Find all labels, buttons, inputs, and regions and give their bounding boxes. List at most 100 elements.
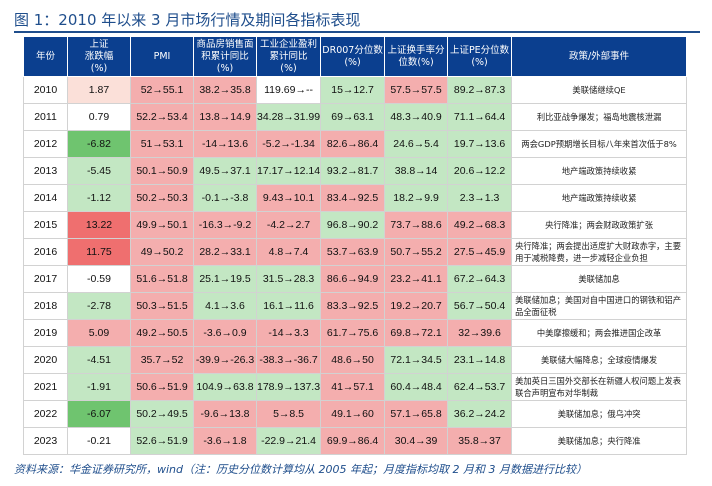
- industrial-profit-cell: -4.2→2.7: [255, 211, 322, 239]
- pmi-cell: 35.7→52: [130, 346, 194, 374]
- dr007-cell: 48.6→50: [320, 346, 386, 374]
- pe-cell: 2.3→1.3: [447, 184, 513, 212]
- year-cell: 2022: [23, 400, 68, 428]
- housing-sales-cell: -9.6→13.8: [193, 400, 257, 428]
- year-cell: 2020: [23, 346, 68, 374]
- sse-change-cell: 0.79: [67, 103, 131, 131]
- table-row: 2014 -1.12 50.2→50.3 -0.1→-3.8 9.43→10.1 83.4…: [23, 184, 688, 212]
- table-row: 2013 -5.45 50.1→50.9 49.5→37.1 17.17→12.14 93…: [23, 157, 688, 185]
- dr007-cell: 69→63.1: [320, 103, 386, 131]
- pmi-cell: 52.6→51.9: [130, 427, 194, 455]
- pmi-cell: 49.9→50.1: [130, 211, 194, 239]
- table-row: 2015 13.22 49.9→50.1 -16.3→-9.2 -4.2→2.7 96.8…: [23, 211, 688, 239]
- table-row: 2019 5.09 49.2→50.5 -3.6→0.9 -14→3.3 61.7→75.…: [23, 319, 688, 347]
- header-pmi: PMI: [130, 36, 194, 77]
- policy-event-cell: 美联储加息；俄乌冲突: [511, 400, 688, 428]
- dr007-cell: 53.7→63.9: [320, 238, 386, 266]
- housing-sales-cell: 38.2→35.8: [193, 76, 257, 104]
- table-row: 2011 0.79 52.2→53.4 13.8→14.9 34.28→31.99 69→…: [23, 103, 688, 131]
- dr007-cell: 49.1→60: [320, 400, 386, 428]
- policy-event-cell: 两会GDP预期增长目标八年来首次低于8%: [511, 130, 688, 158]
- pmi-cell: 50.1→50.9: [130, 157, 194, 185]
- table-row: 2012 -6.82 51→53.1 -14→13.6 -5.2→-1.34 82.6→8…: [23, 130, 688, 158]
- dr007-cell: 86.6→94.9: [320, 265, 386, 293]
- year-cell: 2016: [23, 238, 68, 266]
- year-cell: 2010: [23, 76, 68, 104]
- title-divider: [14, 31, 700, 33]
- dr007-cell: 15→12.7: [320, 76, 386, 104]
- year-cell: 2017: [23, 265, 68, 293]
- year-cell: 2021: [23, 373, 68, 401]
- pe-cell: 62.4→53.7: [447, 373, 513, 401]
- sse-change-cell: -6.07: [67, 400, 131, 428]
- header-sse-change: 上证 涨跌幅 (%): [67, 36, 131, 77]
- pe-cell: 20.6→12.2: [447, 157, 513, 185]
- housing-sales-cell: -0.1→-3.8: [193, 184, 257, 212]
- pe-cell: 23.1→14.8: [447, 346, 513, 374]
- housing-sales-cell: -3.6→0.9: [193, 319, 257, 347]
- table-row: 2018 -2.78 50.3→51.5 4.1→3.6 16.1→11.6 83.3→9…: [23, 292, 688, 320]
- industrial-profit-cell: -38.3→-36.7: [255, 346, 322, 374]
- industrial-profit-cell: 5→8.5: [255, 400, 322, 428]
- pe-cell: 36.2→24.2: [447, 400, 513, 428]
- policy-event-cell: 央行降准；两会财政政策扩张: [511, 211, 688, 239]
- industrial-profit-cell: 178.9→137.3: [255, 373, 322, 401]
- pmi-cell: 51.6→51.8: [130, 265, 194, 293]
- policy-event-cell: 美加英日三国外交部长在新疆人权问题上发表联合声明宣布对华制裁: [511, 373, 688, 401]
- housing-sales-cell: 25.1→19.5: [193, 265, 257, 293]
- turnover-cell: 19.2→20.7: [384, 292, 449, 320]
- year-cell: 2013: [23, 157, 68, 185]
- pe-cell: 71.1→64.4: [447, 103, 513, 131]
- industrial-profit-cell: -14→3.3: [255, 319, 322, 347]
- sse-change-cell: 5.09: [67, 319, 131, 347]
- pe-cell: 32→39.6: [447, 319, 513, 347]
- year-cell: 2018: [23, 292, 68, 320]
- industrial-profit-cell: 17.17→12.14: [255, 157, 322, 185]
- source-note: 资料来源：华金证券研究所，wind（注：历史分位数计算均从 2005 年起；月度…: [14, 463, 587, 476]
- dr007-cell: 83.3→92.5: [320, 292, 386, 320]
- pe-cell: 49.2→68.3: [447, 211, 513, 239]
- policy-event-cell: 地产端政策持续收紧: [511, 184, 688, 212]
- sse-change-cell: -5.45: [67, 157, 131, 185]
- market-indicator-table: 年份 上证 涨跌幅 (%) PMI 商品房销售面 积累计同比 (%) 工业企业盈利 累计同…: [23, 36, 688, 455]
- turnover-cell: 24.6→5.4: [384, 130, 449, 158]
- industrial-profit-cell: 34.28→31.99: [255, 103, 322, 131]
- policy-event-cell: 美联储继续QE: [511, 76, 688, 104]
- policy-event-cell: 美联储加息；央行降准: [511, 427, 688, 455]
- header-dr007: DR007分位数 (%): [320, 36, 386, 77]
- pmi-cell: 52→55.1: [130, 76, 194, 104]
- pe-cell: 27.5→45.9: [447, 238, 513, 266]
- sse-change-cell: -0.59: [67, 265, 131, 293]
- table-row: 2010 1.87 52→55.1 38.2→35.8 119.69→-- 15→12.7…: [23, 76, 688, 104]
- dr007-cell: 69.9→86.4: [320, 427, 386, 455]
- year-cell: 2011: [23, 103, 68, 131]
- industrial-profit-cell: 16.1→11.6: [255, 292, 322, 320]
- pmi-cell: 50.2→50.3: [130, 184, 194, 212]
- industrial-profit-cell: -22.9→21.4: [255, 427, 322, 455]
- industrial-profit-cell: 119.69→--: [255, 76, 322, 104]
- dr007-cell: 82.6→86.4: [320, 130, 386, 158]
- policy-event-cell: 美联储加息: [511, 265, 688, 293]
- industrial-profit-cell: 9.43→10.1: [255, 184, 322, 212]
- header-policy-event: 政策/外部事件: [511, 36, 688, 77]
- table-row: 2017 -0.59 51.6→51.8 25.1→19.5 31.5→28.3 86.6…: [23, 265, 688, 293]
- dr007-cell: 83.4→92.5: [320, 184, 386, 212]
- sse-change-cell: 11.75: [67, 238, 131, 266]
- turnover-cell: 23.2→41.1: [384, 265, 449, 293]
- header-year: 年份: [23, 36, 68, 77]
- pmi-cell: 49.2→50.5: [130, 319, 194, 347]
- year-cell: 2023: [23, 427, 68, 455]
- year-cell: 2015: [23, 211, 68, 239]
- housing-sales-cell: 104.9→63.8: [193, 373, 257, 401]
- policy-event-cell: 地产端政策持续收紧: [511, 157, 688, 185]
- header-row: 年份 上证 涨跌幅 (%) PMI 商品房销售面 积累计同比 (%) 工业企业盈利 累计同…: [23, 36, 688, 77]
- turnover-cell: 57.1→65.8: [384, 400, 449, 428]
- turnover-cell: 57.5→57.5: [384, 76, 449, 104]
- sse-change-cell: -1.91: [67, 373, 131, 401]
- sse-change-cell: -2.78: [67, 292, 131, 320]
- sse-change-cell: -6.82: [67, 130, 131, 158]
- pmi-cell: 52.2→53.4: [130, 103, 194, 131]
- turnover-cell: 72.1→34.5: [384, 346, 449, 374]
- pe-cell: 19.7→13.6: [447, 130, 513, 158]
- table-row: 2016 11.75 49→50.2 28.2→33.1 4.8→7.4 53.7→63.…: [23, 238, 688, 266]
